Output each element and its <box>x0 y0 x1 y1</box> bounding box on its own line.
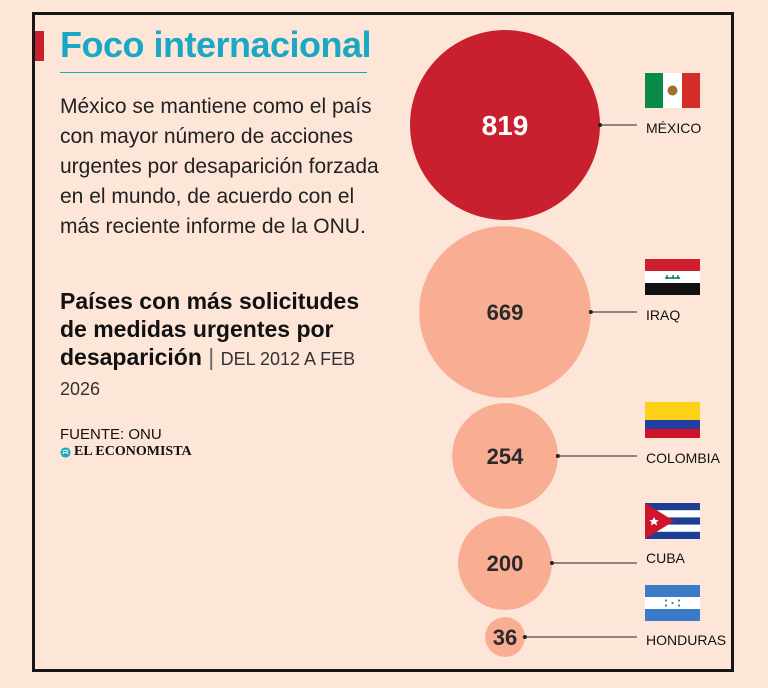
leader-dot-honduras <box>522 635 527 639</box>
cuba-flag-icon <box>645 503 700 539</box>
country-label-mexico: MÉXICO <box>646 120 701 136</box>
mexico-flag-icon <box>645 73 700 108</box>
value-label-mexico: 819 <box>482 110 529 141</box>
page-title: Foco internacional <box>60 24 372 65</box>
bubble-honduras <box>485 617 525 657</box>
bubble-colombia <box>452 403 558 509</box>
bubble-iraq <box>419 226 591 398</box>
iraq-flag-icon <box>645 259 700 295</box>
subtitle-date-range: DEL 2012 A FEB 2026 <box>60 349 356 399</box>
subtitle-separator: | <box>208 344 215 370</box>
country-label-iraq: IRAQ <box>646 307 680 323</box>
frame-border <box>32 12 734 672</box>
el-economista-logo-icon <box>60 446 71 458</box>
leader-dot-mexico <box>598 123 602 127</box>
leader-dot-colombia <box>555 454 560 458</box>
bubble-group: 819 MÉXICO 669 IRAQ 254 COLOMBIA 200 CUBA 36 HOND… <box>410 30 726 657</box>
leader-dot-iraq <box>588 310 593 314</box>
leader-dot-cuba <box>549 561 554 565</box>
country-label-cuba: CUBA <box>646 550 686 566</box>
bubble-cuba <box>458 516 552 610</box>
value-label-cuba: 200 <box>487 551 524 576</box>
value-label-honduras: 36 <box>493 625 517 650</box>
title-accent-bar <box>35 31 44 61</box>
source-label: FUENTE: ONU <box>60 426 162 443</box>
intro-text: México se mantiene como el país con mayo… <box>60 95 379 238</box>
brand-name: EL ECONOMISTA <box>74 444 192 459</box>
value-label-iraq: 669 <box>487 300 524 325</box>
chart-subtitle: Países con más solicitudes de medidas ur… <box>60 287 390 403</box>
country-label-honduras: HONDURAS <box>646 632 726 648</box>
bubble-mexico <box>410 30 600 220</box>
colombia-flag-icon <box>645 402 700 438</box>
brand-credit: EL ECONOMISTA <box>60 444 192 460</box>
honduras-flag-icon <box>645 585 700 621</box>
title-underline <box>60 72 367 73</box>
subtitle-main: Países con más solicitudes de medidas ur… <box>60 288 360 370</box>
country-label-colombia: COLOMBIA <box>646 450 721 466</box>
value-label-colombia: 254 <box>487 444 524 469</box>
